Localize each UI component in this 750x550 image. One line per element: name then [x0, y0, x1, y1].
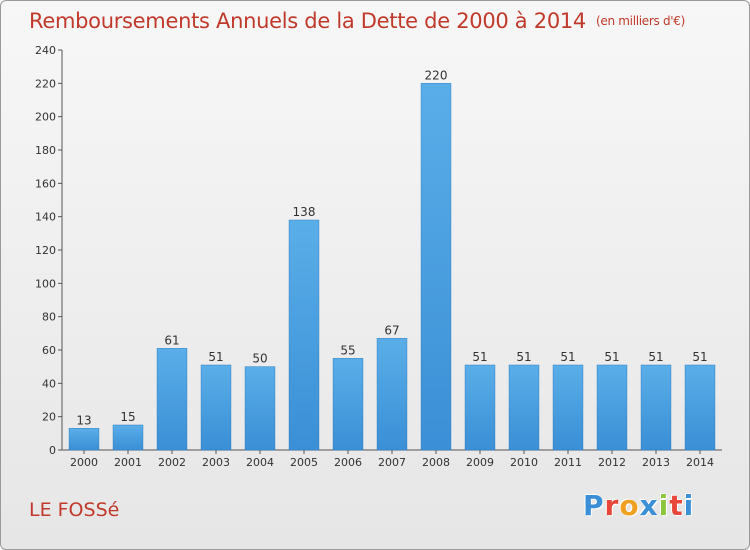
y-tick-label: 20 [42, 411, 56, 424]
bar [68, 428, 100, 451]
x-tick-label: 2009 [466, 456, 494, 469]
data-label: 220 [425, 68, 448, 82]
bar [420, 83, 452, 451]
bar [376, 338, 408, 451]
bar [596, 364, 628, 451]
logo-letter: r [604, 489, 620, 522]
bar [200, 364, 232, 451]
data-label: 50 [252, 352, 267, 366]
bar [508, 364, 540, 451]
data-label: 51 [692, 350, 707, 364]
y-tick-label: 40 [42, 377, 56, 390]
bar [464, 364, 496, 451]
chart-axes: 0 20 40 60 80 100 120 140 160 180 200 220 240 2000 200… [35, 44, 722, 469]
bar [156, 348, 188, 451]
y-tick-label: 140 [35, 211, 56, 224]
x-tick-label: 2004 [246, 456, 274, 469]
x-tick-label: 2005 [290, 456, 318, 469]
y-tick-label: 200 [35, 111, 56, 124]
x-tick-label: 2008 [422, 456, 450, 469]
x-tick-label: 2011 [554, 456, 582, 469]
bar [244, 366, 276, 451]
data-label: 67 [384, 323, 399, 337]
x-tick-label: 2012 [598, 456, 626, 469]
data-label: 51 [208, 350, 223, 364]
x-tick-label: 2006 [334, 456, 362, 469]
logo-letter: x [639, 489, 659, 522]
bar [552, 364, 584, 451]
bar [288, 219, 320, 451]
data-label: 61 [164, 333, 179, 347]
y-tick-label: 180 [35, 144, 56, 157]
logo-letter: i [683, 489, 695, 522]
y-tick-label: 120 [35, 244, 56, 257]
proxiti-logo: Proxiti [583, 489, 694, 522]
y-tick-label: 240 [35, 44, 56, 57]
chart-title-text: Remboursements Annuels de la Dette de 20… [29, 9, 586, 33]
data-label: 51 [472, 350, 487, 364]
data-label: 55 [340, 343, 355, 357]
logo-letter: P [583, 489, 605, 522]
data-label: 51 [516, 350, 531, 364]
chart-bars [68, 83, 716, 451]
y-tick-label: 80 [42, 311, 56, 324]
chart-unit: (en milliers d'€) [596, 14, 686, 28]
y-tick-label: 160 [35, 177, 56, 190]
data-label: 13 [76, 413, 91, 427]
logo-letter: i [658, 489, 670, 522]
x-tick-label: 2001 [114, 456, 142, 469]
data-label: 51 [560, 350, 575, 364]
x-tick-label: 2003 [202, 456, 230, 469]
chart-title: Remboursements Annuels de la Dette de 20… [29, 9, 685, 33]
data-label: 15 [120, 410, 135, 424]
data-label: 138 [293, 205, 316, 219]
data-label: 51 [648, 350, 663, 364]
chart-data-labels: 13 15 61 51 50 138 55 67 220 51 51 51 51 51 51 [76, 68, 707, 427]
y-tick-label: 100 [35, 277, 56, 290]
bar [684, 364, 716, 451]
x-tick-label: 2014 [686, 456, 714, 469]
bar [332, 358, 364, 451]
y-tick-label: 220 [35, 77, 56, 90]
data-label: 51 [604, 350, 619, 364]
x-tick-label: 2010 [510, 456, 538, 469]
logo-letter: t [669, 489, 684, 522]
x-tick-label: 2013 [642, 456, 670, 469]
x-tick-label: 2000 [70, 456, 98, 469]
bar [112, 424, 144, 451]
logo-letter: o [619, 489, 640, 522]
city-name: LE FOSSé [29, 499, 120, 521]
bar [640, 364, 672, 451]
y-tick-label: 60 [42, 344, 56, 357]
x-tick-label: 2002 [158, 456, 186, 469]
y-tick-label: 0 [49, 444, 56, 457]
x-tick-label: 2007 [378, 456, 406, 469]
